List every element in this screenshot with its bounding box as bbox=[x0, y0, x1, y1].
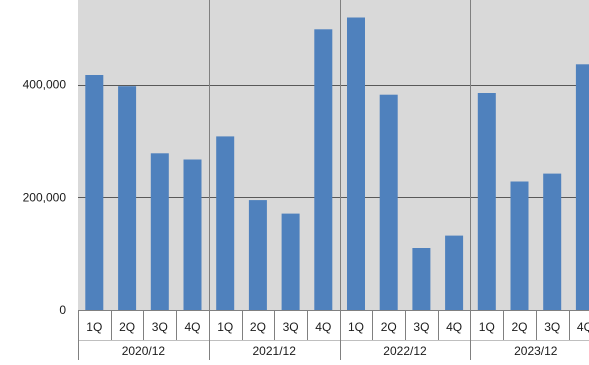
x-tick-label: 4Q bbox=[184, 320, 200, 334]
x-tick-label: 2Q bbox=[250, 320, 266, 334]
x-tick-label: 4Q bbox=[315, 320, 331, 334]
x-axis: 1Q 2Q 3Q 4Q 1Q 2Q 3Q 4Q 1Q 2Q 3Q 4Q 1Q 2Q 3Q 4Q 2020/12 2… bbox=[78, 310, 589, 360]
bar bbox=[379, 94, 398, 310]
bar bbox=[248, 200, 267, 310]
x-tick-label: 1Q bbox=[479, 320, 495, 334]
x-group-label: 2022/12 bbox=[383, 344, 427, 358]
y-axis-tick-labels: 0 200,000 400,000 bbox=[23, 78, 67, 317]
bar bbox=[314, 29, 333, 311]
x-tick-label: 2Q bbox=[511, 320, 527, 334]
bar bbox=[412, 248, 431, 310]
bar bbox=[543, 173, 562, 310]
x-tick-label: 1Q bbox=[86, 320, 102, 334]
y-tick-label: 400,000 bbox=[23, 78, 67, 92]
x-tick-label: 4Q bbox=[446, 320, 462, 334]
group-dividers bbox=[209, 0, 471, 310]
bar bbox=[183, 159, 202, 310]
bar bbox=[150, 153, 169, 310]
bar bbox=[510, 181, 529, 310]
x-tick-label: 3Q bbox=[544, 320, 560, 334]
x-tick-label: 2Q bbox=[119, 320, 135, 334]
x-group-label: 2021/12 bbox=[253, 344, 297, 358]
x-tick-label: 3Q bbox=[152, 320, 168, 334]
y-tick-label: 200,000 bbox=[23, 190, 67, 204]
bar bbox=[118, 86, 137, 310]
x-group-label: 2023/12 bbox=[514, 344, 558, 358]
x-tick-label: 1Q bbox=[217, 320, 233, 334]
y-tick-label: 0 bbox=[59, 303, 66, 317]
bars bbox=[85, 17, 589, 311]
x-tick-label: 4Q bbox=[577, 320, 589, 334]
bar bbox=[575, 64, 589, 310]
bar bbox=[85, 75, 104, 310]
bar bbox=[347, 17, 365, 310]
x-tick-label: 1Q bbox=[348, 320, 364, 334]
x-tick-label: 3Q bbox=[283, 320, 299, 334]
bar bbox=[281, 213, 300, 310]
x-group-label: 2020/12 bbox=[122, 344, 166, 358]
bar bbox=[445, 235, 464, 310]
bar bbox=[477, 93, 496, 310]
x-tick-label: 3Q bbox=[413, 320, 429, 334]
bar bbox=[216, 136, 235, 310]
x-tick-label: 2Q bbox=[381, 320, 397, 334]
